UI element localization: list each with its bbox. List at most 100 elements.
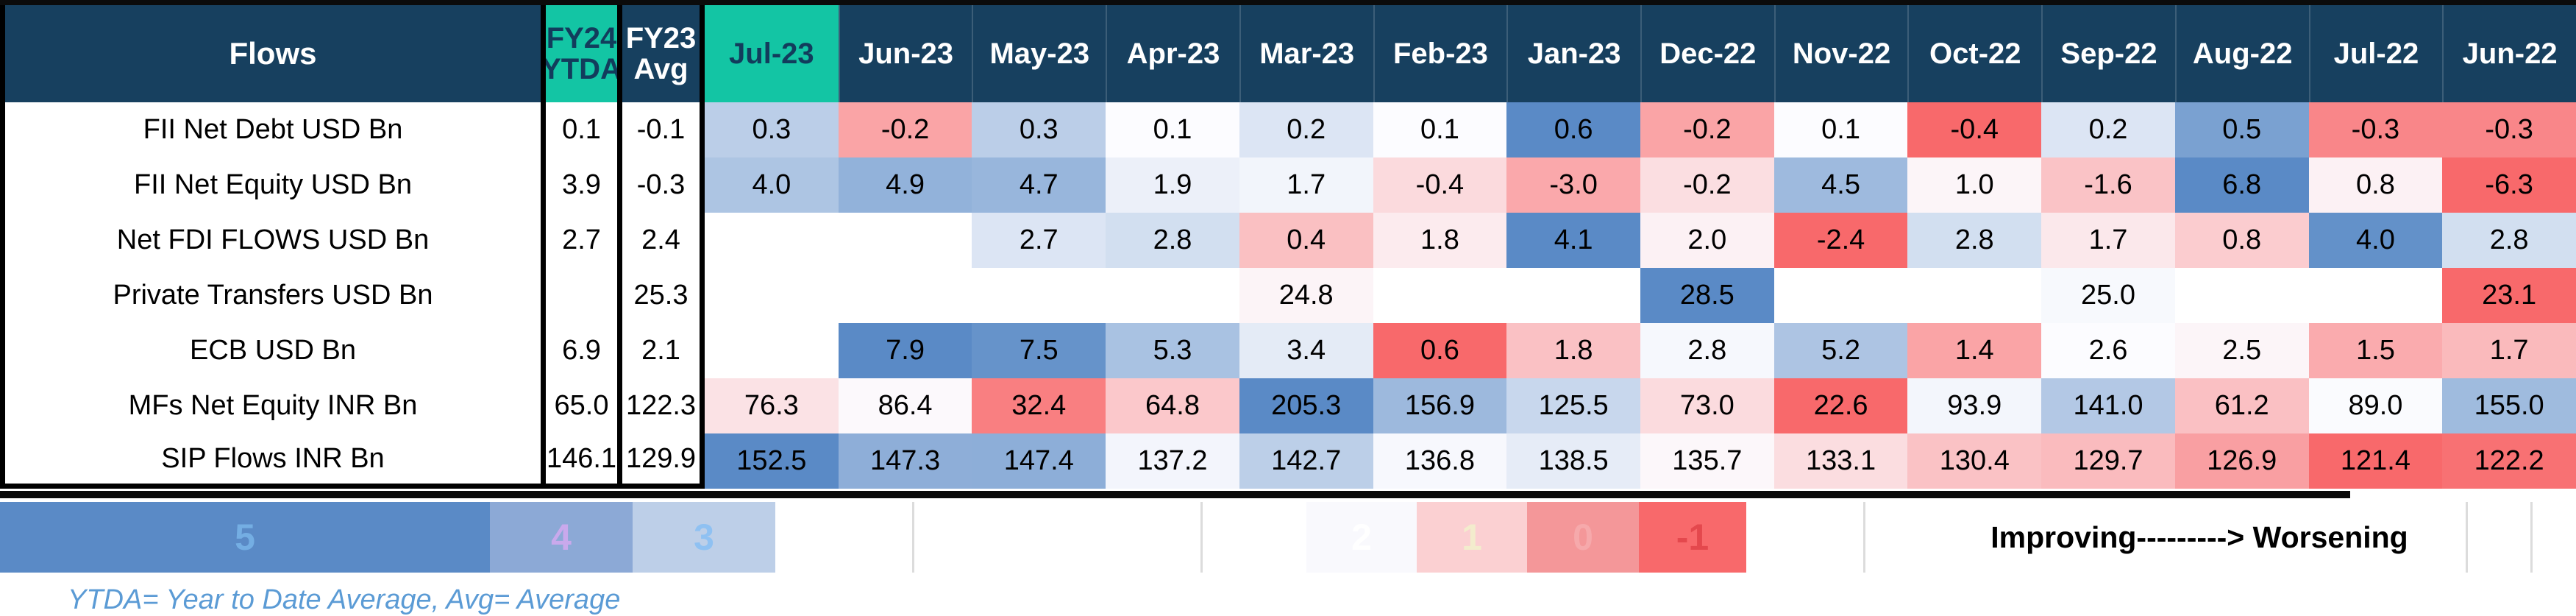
fy24-ytda-value: 146.1 bbox=[546, 433, 622, 489]
column-header-aug-22: Aug-22 bbox=[2174, 5, 2309, 102]
heatmap-cell: 0.3 bbox=[972, 102, 1106, 157]
heatmap-cell bbox=[838, 268, 972, 323]
heatmap-cell: 138.5 bbox=[1506, 433, 1640, 489]
column-header-feb-23: Feb-23 bbox=[1373, 5, 1507, 102]
heatmap-cell: -0.2 bbox=[1640, 157, 1774, 213]
table-body: FII Net Debt USD Bn 0.1 -0.1 0.3 -0.2 0.3 0.1 0… bbox=[0, 102, 2576, 489]
legend-segment-4: 4 bbox=[490, 502, 633, 573]
heatmap-cell: 3.4 bbox=[1239, 323, 1373, 378]
legend-gridline bbox=[1200, 502, 1203, 573]
heatmap-cell: 0.1 bbox=[1106, 102, 1239, 157]
heatmap-cell: 0.2 bbox=[1239, 102, 1373, 157]
heatmap-cell: 6.8 bbox=[2174, 157, 2309, 213]
column-header-may-23: May-23 bbox=[972, 5, 1106, 102]
heatmap-cell: 73.0 bbox=[1640, 378, 1774, 433]
heatmap-cell: 205.3 bbox=[1239, 378, 1373, 433]
heatmap-cell: 89.0 bbox=[2308, 378, 2443, 433]
heatmap-cell: 5.3 bbox=[1106, 323, 1239, 378]
heatmap-cell: 122.2 bbox=[2442, 433, 2576, 489]
heatmap-cell: 133.1 bbox=[1773, 433, 1908, 489]
heatmap-cell: 0.6 bbox=[1373, 323, 1507, 378]
heatmap-cell: -0.4 bbox=[1907, 102, 2042, 157]
heatmap-cell: 2.6 bbox=[2041, 323, 2175, 378]
fy24-ytda-value: 2.7 bbox=[546, 213, 622, 268]
fy23-avg-value: 2.4 bbox=[622, 213, 705, 268]
heatmap-cell: 0.5 bbox=[2174, 102, 2309, 157]
heatmap-cell bbox=[1373, 268, 1507, 323]
heatmap-cell: 1.8 bbox=[1373, 213, 1507, 268]
column-header-fy24-ytda: FY24 YTDA bbox=[546, 5, 622, 102]
fy24-ytda-value: 3.9 bbox=[546, 157, 622, 213]
flows-table: Flows FY24 YTDA FY23 Avg Jul-23 Jun-23 May… bbox=[0, 0, 2576, 489]
column-header-jul-23: Jul-23 bbox=[705, 5, 839, 102]
heatmap-cell: 1.5 bbox=[2308, 323, 2443, 378]
heatmap-cell: 2.8 bbox=[1106, 213, 1239, 268]
column-header-sep-22: Sep-22 bbox=[2041, 5, 2175, 102]
heatmap-cell bbox=[1907, 268, 2042, 323]
heatmap-cell: 64.8 bbox=[1106, 378, 1239, 433]
heatmap-cell: 4.9 bbox=[838, 157, 972, 213]
table-bottom-border bbox=[0, 491, 2350, 498]
column-header-mar-23: Mar-23 bbox=[1239, 5, 1373, 102]
fy23-avg-value: -0.3 bbox=[622, 157, 705, 213]
legend-gridline bbox=[2530, 502, 2533, 573]
heatmap-cell: 86.4 bbox=[838, 378, 972, 433]
heatmap-cell: -6.3 bbox=[2442, 157, 2576, 213]
legend-segment-3: 3 bbox=[633, 502, 775, 573]
fy23-avg-value: 129.9 bbox=[622, 433, 705, 489]
row-label: Private Transfers USD Bn bbox=[0, 268, 546, 323]
heatmap-cell: 22.6 bbox=[1773, 378, 1908, 433]
heatmap-cell: 0.8 bbox=[2308, 157, 2443, 213]
heatmap-cell bbox=[1106, 268, 1239, 323]
column-header-fy23-avg: FY23 Avg bbox=[622, 5, 705, 102]
heatmap-cell: 126.9 bbox=[2174, 433, 2309, 489]
fy24-ytda-value bbox=[546, 268, 622, 323]
heatmap-cell bbox=[705, 268, 839, 323]
heatmap-cell bbox=[972, 268, 1106, 323]
fy24-label-line1: FY24 bbox=[546, 22, 617, 54]
header-row: Flows FY24 YTDA FY23 Avg Jul-23 Jun-23 May… bbox=[0, 5, 2576, 102]
heatmap-cell: 121.4 bbox=[2308, 433, 2443, 489]
heatmap-cell: 2.8 bbox=[1640, 323, 1774, 378]
table-row: FII Net Debt USD Bn 0.1 -0.1 0.3 -0.2 0.3 0.1 0… bbox=[0, 102, 2576, 157]
heatmap-cell: 76.3 bbox=[705, 378, 839, 433]
column-header-nov-22: Nov-22 bbox=[1773, 5, 1908, 102]
heatmap-cell: 0.8 bbox=[2174, 213, 2309, 268]
heatmap-cell: 155.0 bbox=[2442, 378, 2576, 433]
column-header-jan-23: Jan-23 bbox=[1506, 5, 1640, 102]
heatmap-cell: 2.7 bbox=[972, 213, 1106, 268]
heatmap-cell: 23.1 bbox=[2442, 268, 2576, 323]
column-header-oct-22: Oct-22 bbox=[1907, 5, 2042, 102]
row-label: SIP Flows INR Bn bbox=[0, 433, 546, 489]
row-label: Net FDI FLOWS USD Bn bbox=[0, 213, 546, 268]
heatmap-cell: 4.5 bbox=[1773, 157, 1908, 213]
heatmap-cell bbox=[705, 323, 839, 378]
heatmap-cell: -0.2 bbox=[1640, 102, 1774, 157]
heatmap-cell: 93.9 bbox=[1907, 378, 2042, 433]
row-label: FII Net Debt USD Bn bbox=[0, 102, 546, 157]
row-label: MFs Net Equity INR Bn bbox=[0, 378, 546, 433]
heatmap-cell: 61.2 bbox=[2174, 378, 2309, 433]
legend-segment-0: 0 bbox=[1527, 502, 1639, 573]
legend-segment--1: -1 bbox=[1639, 502, 1746, 573]
heatmap-cell: 1.7 bbox=[1239, 157, 1373, 213]
table-row: SIP Flows INR Bn 146.1 129.9 152.5 147.3 147.… bbox=[0, 433, 2576, 489]
heatmap-cell: 24.8 bbox=[1239, 268, 1373, 323]
fy23-label-line2: Avg bbox=[633, 53, 689, 85]
heatmap-cell: 156.9 bbox=[1373, 378, 1507, 433]
heatmap-cell: -1.6 bbox=[2041, 157, 2175, 213]
heatmap-cell: 1.9 bbox=[1106, 157, 1239, 213]
heatmap-cell: 137.2 bbox=[1106, 433, 1239, 489]
heatmap-cell: -0.3 bbox=[2442, 102, 2576, 157]
heatmap-cell bbox=[705, 213, 839, 268]
heatmap-cell: 147.4 bbox=[972, 433, 1106, 489]
legend-segment-1: 1 bbox=[1417, 502, 1527, 573]
heatmap-cell: 0.3 bbox=[705, 102, 839, 157]
column-header-jun-23: Jun-23 bbox=[838, 5, 972, 102]
fy24-label-line2: YTDA bbox=[546, 53, 622, 85]
heatmap-cell: 147.3 bbox=[838, 433, 972, 489]
fy23-avg-value: -0.1 bbox=[622, 102, 705, 157]
heatmap-cell: 4.0 bbox=[705, 157, 839, 213]
heatmap-cell: 142.7 bbox=[1239, 433, 1373, 489]
heatmap-cell: 125.5 bbox=[1506, 378, 1640, 433]
